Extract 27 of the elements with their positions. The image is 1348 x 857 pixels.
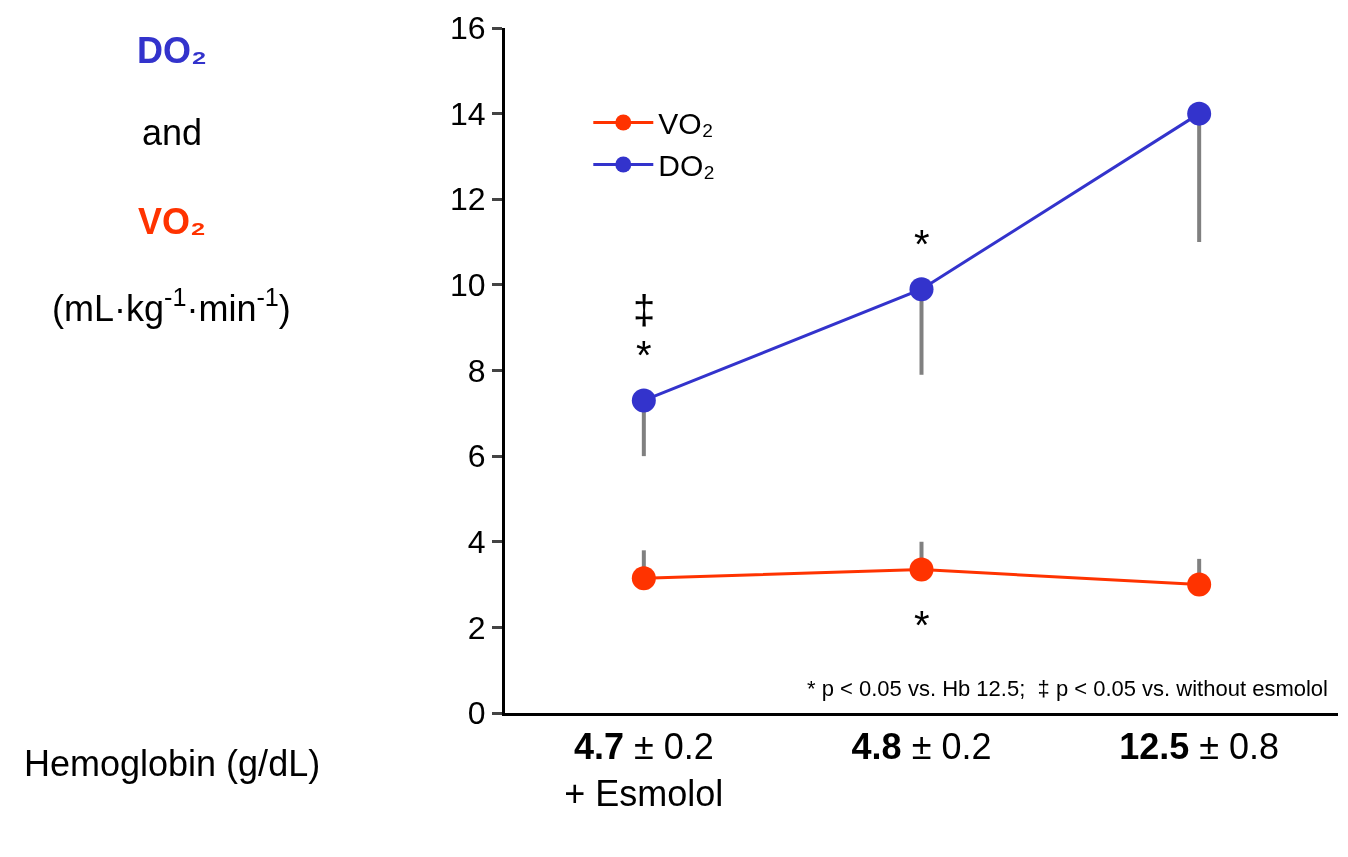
y-tick-label: 4 xyxy=(467,523,486,560)
annotation: * p < 0.05 vs. Hb 12.5; ‡ p < 0.05 vs. without esmolol xyxy=(807,676,1328,701)
point xyxy=(631,388,656,413)
point xyxy=(909,557,934,582)
x-axis-title: Hemoglobin (g/dL) xyxy=(24,743,321,784)
point xyxy=(631,566,656,591)
point xyxy=(1187,101,1212,126)
x-tick-label: 4.8 ± 0.2 xyxy=(851,726,992,768)
annotation: * xyxy=(914,603,930,647)
y-tick-label: 16 xyxy=(450,10,486,47)
y-tick-label: 2 xyxy=(467,609,486,646)
annotation: ‡ xyxy=(633,288,656,332)
y-tick-label: 10 xyxy=(450,267,486,304)
point xyxy=(1187,572,1212,597)
point xyxy=(909,277,934,302)
legend-label: DO₂ xyxy=(658,149,715,183)
y-tick-label: 12 xyxy=(450,181,486,218)
annotation: * xyxy=(914,222,930,266)
y-tick-label: 14 xyxy=(450,95,486,132)
annotation: * xyxy=(636,333,652,377)
y-tick-label: 0 xyxy=(467,695,486,732)
x-tick-label: 12.5 ± 0.8 xyxy=(1119,726,1280,768)
y-tick-label: 8 xyxy=(467,352,486,389)
legend-label: VO₂ xyxy=(658,107,714,141)
x-tick-label: 4.7 ± 0.2 + Esmolol xyxy=(564,726,724,814)
text: DO₂ and VO₂ (mL·kg$^{-1}$·min$^{-1}$) xyxy=(52,30,291,330)
y-tick-label: 6 xyxy=(467,438,486,475)
